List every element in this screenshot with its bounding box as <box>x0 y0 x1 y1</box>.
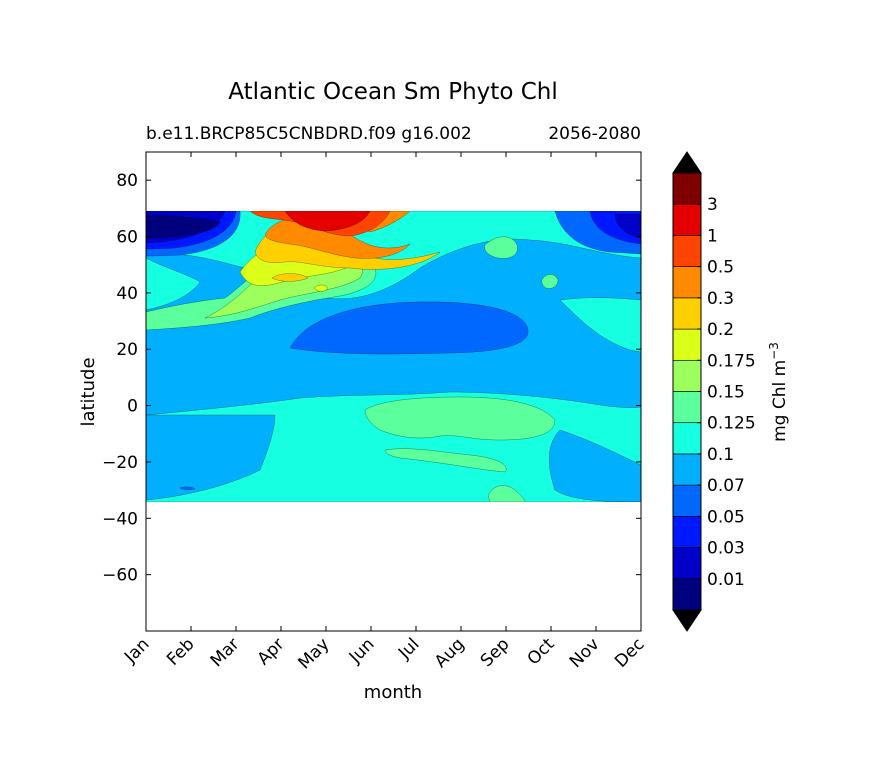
x-tick-label: Apr <box>254 634 289 669</box>
colorbar-tick-label: 0.03 <box>707 539 745 559</box>
x-tick-label: Mar <box>207 634 244 671</box>
colorbar-segment <box>672 516 702 548</box>
chart-subtitle-left: b.e11.BRCP85C5CNBDRD.f09 g16.002 <box>146 124 472 144</box>
x-tick-label: Jan <box>120 634 153 667</box>
colorbar-tick-label: 3 <box>707 195 718 215</box>
colorbar-segment <box>672 235 702 267</box>
x-tick-label: Aug <box>431 634 469 672</box>
colorbar-tick-label: 0.2 <box>707 320 734 340</box>
x-tick-label: Jun <box>345 634 379 668</box>
colorbar-segment <box>672 172 702 205</box>
colorbar-tick-label: 0.15 <box>707 383 745 403</box>
field-0.125-east-gyre-edge <box>559 297 641 353</box>
y-tick-label: −40 <box>102 509 138 529</box>
colorbar-segment <box>672 422 702 455</box>
colorbar-extend-max <box>672 151 702 174</box>
x-tick-label: Oct <box>524 634 559 669</box>
y-tick-label: 40 <box>116 284 138 304</box>
x-tick-label: Feb <box>163 634 198 669</box>
chart-subtitle-right: 2056-2080 <box>548 124 641 144</box>
colorbar-segment <box>672 297 702 330</box>
colorbar-tick-label: 1 <box>707 226 718 246</box>
field-0.07-gyre <box>289 301 529 355</box>
y-axis: 80 60 40 20 0 −20 −40 −60 <box>102 171 641 586</box>
y-tick-label: 0 <box>127 397 138 417</box>
field-0.15-patch-aug <box>484 236 518 259</box>
colorbar-tick-label: 0.05 <box>707 507 745 527</box>
field-3 <box>284 211 371 232</box>
svg-text:mg Chl m−3: mg Chl m−3 <box>767 342 790 442</box>
colorbar-tick-label: 0.3 <box>707 289 734 309</box>
plot-area: Jan Feb Mar Apr May Jun Jul Aug Sep Oct Nov Dec 80 6… <box>102 151 649 673</box>
colorbar-segment <box>672 547 702 580</box>
colorbar-extend-min <box>672 609 702 632</box>
colorbar-tick-label: 0.01 <box>707 570 745 590</box>
x-tick-label: May <box>295 634 334 673</box>
colorbar-tick-label: 0.1 <box>707 445 734 465</box>
chart-title: Atlantic Ocean Sm Phyto Chl <box>228 79 557 105</box>
colorbar-segment <box>672 391 702 424</box>
x-tick-label: Jul <box>394 634 423 663</box>
y-tick-label: 80 <box>116 171 138 191</box>
colorbar-segment <box>672 328 702 361</box>
y-tick-label: −20 <box>102 453 138 473</box>
field-0.15-equatorial-south <box>384 448 507 473</box>
colorbar-segment <box>672 359 702 392</box>
colorbar-label: mg Chl m−3 <box>767 342 790 442</box>
plot-frame <box>145 151 642 632</box>
field-0.125-west-band <box>146 257 201 311</box>
field-0.15-small-patch-sep <box>487 485 526 502</box>
y-tick-label: 60 <box>116 228 138 248</box>
x-tick-label: Sep <box>477 634 514 671</box>
colorbar: 0.01 0.03 0.05 0.07 0.1 0.125 0.15 0.175 0.2 0.3 0… <box>672 151 756 632</box>
colorbar-segment <box>672 203 702 236</box>
colorbar-tick-label: 0.07 <box>707 476 745 496</box>
colorbar-segment <box>672 453 702 486</box>
field-0.2-spot <box>313 284 329 292</box>
colorbar-tick-label: 0.175 <box>707 351 756 371</box>
field-0.15-patch-oct <box>541 274 559 289</box>
chlorophyll-field <box>146 211 641 502</box>
field-0.01-jan-north <box>146 214 221 239</box>
x-axis-label: month <box>364 682 422 703</box>
x-tick-label: Dec <box>611 634 648 671</box>
colorbar-segment <box>672 578 702 611</box>
field-0.07-jan-south <box>179 486 196 490</box>
field-0.15-equatorial <box>364 396 556 441</box>
colorbar-label-text: mg Chl m <box>770 360 790 442</box>
colorbar-segment <box>672 266 702 299</box>
y-axis-label: latitude <box>78 357 99 426</box>
y-tick-label: −60 <box>102 566 138 586</box>
colorbar-label-exponent: −3 <box>767 342 781 360</box>
colorbar-tick-label: 0.5 <box>707 258 734 278</box>
x-tick-label: Nov <box>566 634 604 672</box>
colorbar-tick-label: 0.125 <box>707 414 756 434</box>
field-0.3-spot <box>271 273 309 282</box>
y-tick-label: 20 <box>116 340 138 360</box>
colorbar-segment <box>672 484 702 517</box>
